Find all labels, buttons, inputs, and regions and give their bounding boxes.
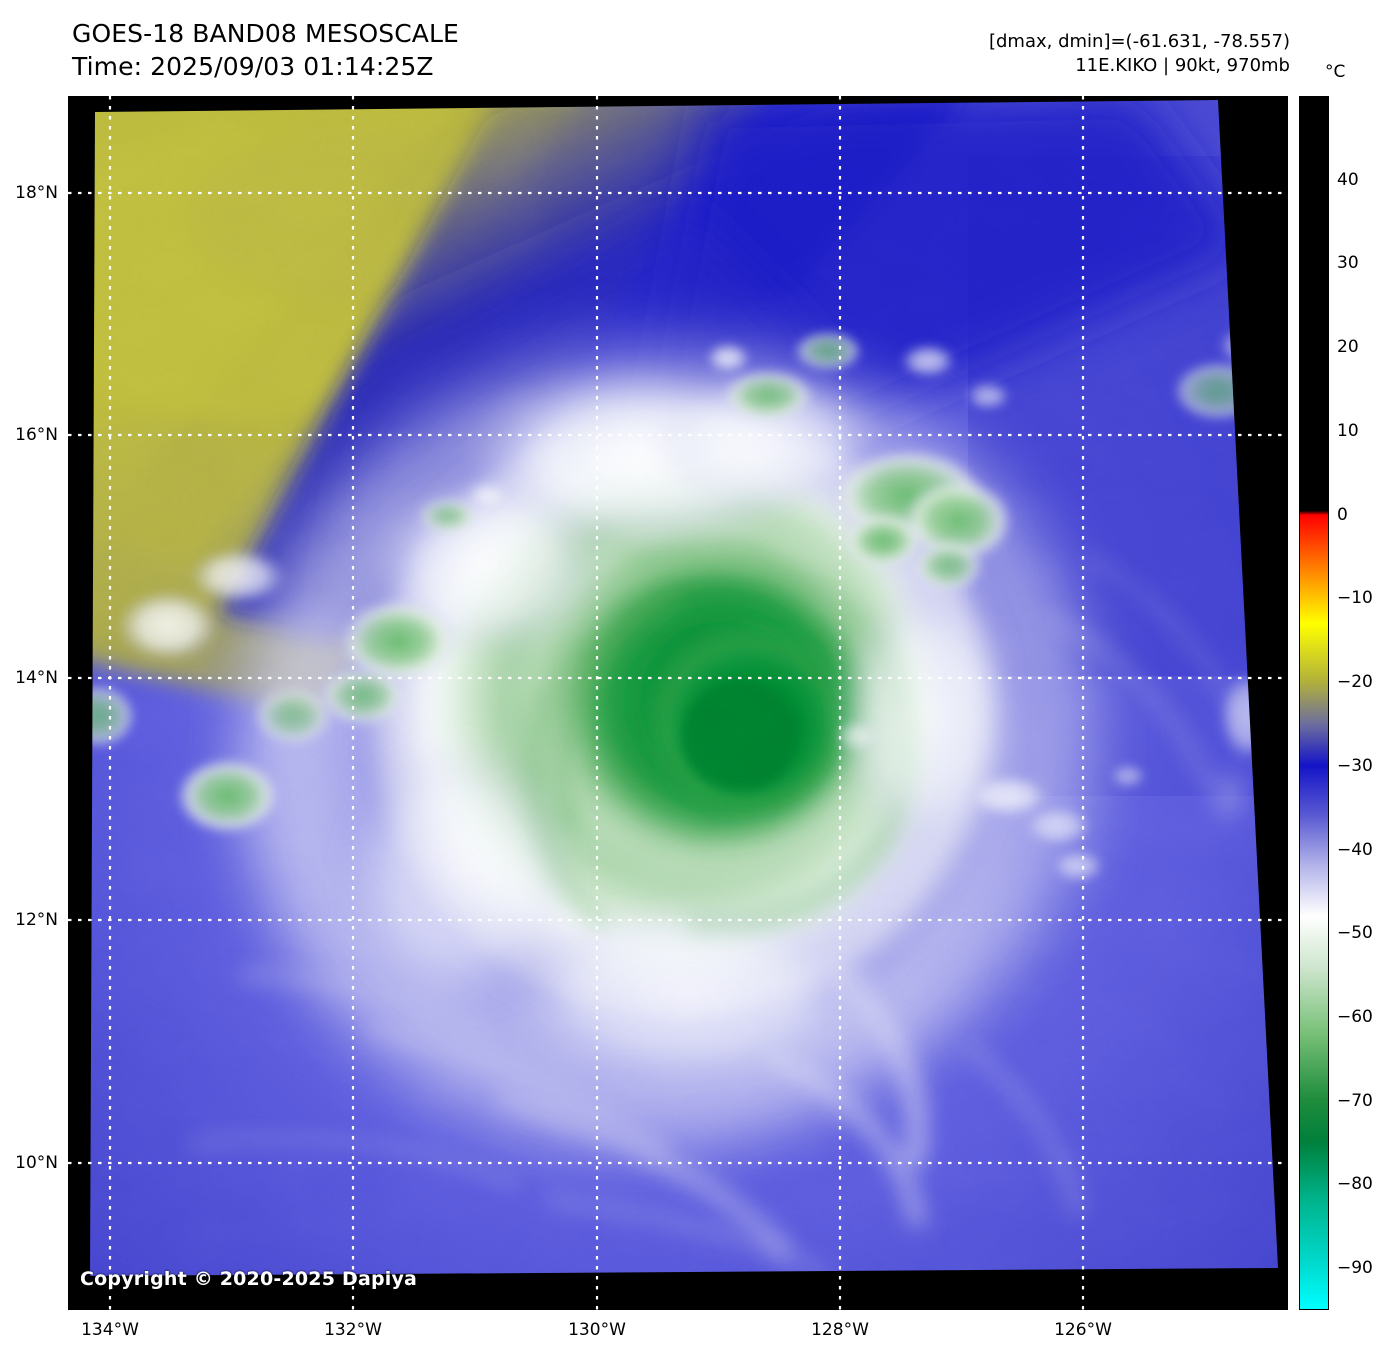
colorbar-tick-minus30: −30: [1337, 755, 1373, 776]
colorbar-tick-minus50: −50: [1337, 923, 1373, 944]
timestamp-label: Time: 2025/09/03 01:14:25Z: [72, 51, 434, 81]
satellite-image-plot[interactable]: Copyright © 2020-2025 Dapiya: [68, 96, 1288, 1310]
colorbar-tick-20: 20: [1337, 337, 1359, 358]
colorbar-tick-minus70: −70: [1337, 1090, 1373, 1111]
imagery-swath: [90, 100, 1278, 1276]
colorbar-tick-minus20: −20: [1337, 672, 1373, 693]
lat-tick-14N: 14°N: [15, 668, 58, 688]
colorbar-tick-minus40: −40: [1337, 839, 1373, 860]
lon-tick-134W: 134°W: [81, 1320, 139, 1340]
colorbar-tick-40: 40: [1337, 169, 1359, 190]
colorbar-unit-label: °C: [1325, 62, 1346, 82]
copyright-label: Copyright © 2020-2025 Dapiya: [80, 1268, 418, 1290]
colorbar-gradient: [1299, 96, 1329, 1310]
page-title: GOES-18 BAND08 MESOSCALE: [72, 19, 459, 48]
data-minmax-label: [dmax, dmin]=(-61.631, -78.557): [988, 31, 1290, 52]
satellite-imagery-canvas: [68, 96, 1288, 1310]
pixel-grain: [90, 100, 1278, 1276]
colorbar-tick-minus10: −10: [1337, 588, 1373, 609]
colorbar-tick-10: 10: [1337, 420, 1359, 441]
colorbar-tick-minus80: −80: [1337, 1174, 1373, 1195]
lon-tick-126W: 126°W: [1054, 1320, 1112, 1340]
storm-info-label: 11E.KIKO | 90kt, 970mb: [1075, 54, 1290, 76]
lat-tick-12N: 12°N: [15, 910, 58, 930]
metadata-block: [dmax, dmin]=(-61.631, -78.557) 11E.KIKO…: [989, 30, 1290, 78]
lat-tick-16N: 16°N: [15, 425, 58, 445]
colorbar-tick-0: 0: [1337, 504, 1348, 525]
colorbar-tick-minus60: −60: [1337, 1006, 1373, 1027]
lon-tick-128W: 128°W: [811, 1320, 869, 1340]
lon-tick-130W: 130°W: [568, 1320, 626, 1340]
lon-tick-132W: 132°W: [324, 1320, 382, 1340]
lat-lon-gridlines: [68, 96, 1288, 1310]
title-block: GOES-18 BAND08 MESOSCALE Time: 2025/09/0…: [72, 18, 459, 83]
lat-tick-10N: 10°N: [15, 1153, 58, 1173]
colorbar-tick-minus90: −90: [1337, 1258, 1373, 1279]
colorbar[interactable]: 40 30 20 10 0 −10 −20 −30 −40 −50 −60 −70 −80 −90: [1299, 96, 1373, 1310]
lat-tick-18N: 18°N: [15, 183, 58, 203]
colorbar-tick-30: 30: [1337, 253, 1359, 274]
